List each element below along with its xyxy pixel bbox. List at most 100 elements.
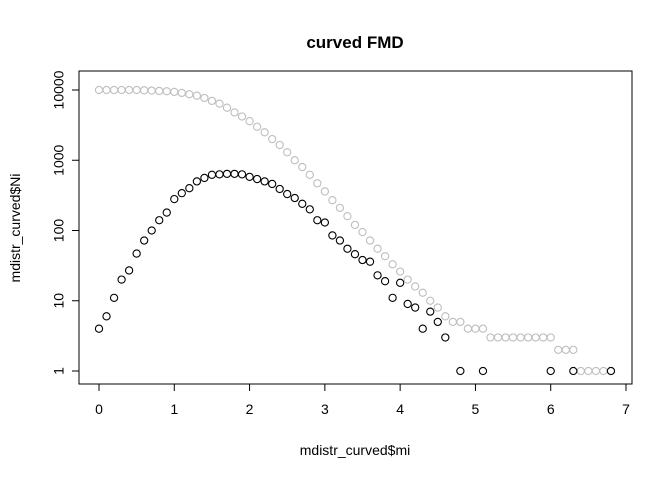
data-point [546, 366, 555, 376]
data-point [177, 88, 186, 98]
data-point [207, 170, 217, 179]
data-point [109, 293, 119, 302]
data-point [411, 303, 420, 312]
data-point [373, 271, 382, 280]
data-point [230, 169, 239, 179]
data-point [471, 324, 480, 333]
y-tick-label: 100 [51, 219, 67, 243]
x-tick-label: 2 [246, 401, 254, 417]
data-point [448, 317, 457, 327]
data-point [185, 184, 194, 193]
data-point [456, 317, 465, 327]
data-point [343, 212, 352, 221]
data-point [343, 244, 352, 253]
data-point [403, 299, 412, 309]
data-point [109, 85, 119, 95]
data-point [215, 99, 224, 108]
y-axis: 1 10 100 1000 10000 [51, 70, 80, 375]
data-point [395, 267, 405, 276]
data-point [140, 236, 149, 245]
data-point [320, 187, 330, 196]
data-point [207, 96, 217, 106]
data-point [305, 170, 314, 179]
data-point [237, 170, 247, 179]
data-point [418, 324, 427, 333]
data-point [147, 86, 156, 95]
data-point [237, 112, 247, 121]
data-point [418, 288, 427, 297]
x-tick-label: 1 [170, 401, 178, 417]
data-point [561, 345, 570, 354]
data-point [275, 140, 284, 150]
data-point [569, 345, 578, 354]
x-tick-label: 0 [95, 401, 103, 417]
x-tick-label: 5 [472, 401, 480, 417]
data-point [283, 148, 292, 157]
y-tick-label: 10 [51, 293, 67, 309]
data-point [395, 278, 405, 287]
data-point [493, 333, 503, 342]
data-point [478, 324, 488, 333]
data-point [140, 86, 149, 95]
data-point [456, 366, 465, 376]
data-point [102, 312, 111, 321]
data-point [177, 189, 186, 198]
data-point [478, 366, 488, 376]
x-axis: 0 1 2 3 4 5 6 7 [95, 383, 630, 417]
x-tick-label: 6 [547, 401, 555, 417]
data-point [268, 134, 277, 144]
data-point [486, 333, 495, 342]
data-point [373, 244, 382, 253]
data-point [313, 216, 322, 225]
data-point [185, 90, 194, 99]
data-point [132, 85, 141, 95]
data-point [132, 249, 141, 258]
data-point [441, 312, 450, 321]
data-point [441, 333, 450, 342]
data-point [358, 227, 367, 237]
data-point [365, 257, 375, 266]
data-point [162, 87, 171, 96]
data-point [155, 216, 164, 225]
y-tick-label: 1 [51, 367, 67, 375]
data-point [328, 231, 337, 240]
data-point [358, 255, 367, 265]
y-tick-label: 10000 [51, 70, 67, 109]
data-point [94, 324, 104, 333]
x-tick-label: 3 [321, 401, 329, 417]
data-point [411, 282, 420, 291]
plot-frame [78, 70, 633, 385]
y-axis-label: mdistr_curved$Ni [7, 174, 23, 283]
data-point [260, 128, 269, 137]
data-point [222, 169, 232, 179]
data-point [539, 333, 548, 342]
data-point [94, 85, 104, 95]
data-point [350, 220, 360, 230]
data-point [124, 85, 134, 95]
data-point [215, 170, 224, 179]
data-point [388, 260, 397, 269]
x-axis-label: mdistr_curved$mi [300, 442, 410, 458]
data-point [222, 103, 232, 112]
data-point [388, 293, 397, 302]
data-point [283, 189, 292, 199]
data-point [245, 117, 254, 126]
data-point [426, 296, 435, 305]
data-point [275, 184, 284, 194]
data-point [117, 275, 126, 284]
data-point [546, 333, 555, 342]
data-point [117, 85, 126, 95]
data-point [147, 226, 156, 235]
data-point [200, 173, 209, 183]
data-point [599, 366, 608, 376]
data-point [433, 317, 442, 327]
data-point [380, 277, 390, 286]
data-point [170, 87, 179, 97]
data-points [94, 85, 616, 376]
data-point [508, 333, 518, 342]
data-point [192, 177, 202, 186]
data-point [365, 236, 375, 245]
data-point [245, 172, 254, 182]
data-point [576, 366, 585, 376]
y-tick-label: 1000 [51, 144, 67, 175]
